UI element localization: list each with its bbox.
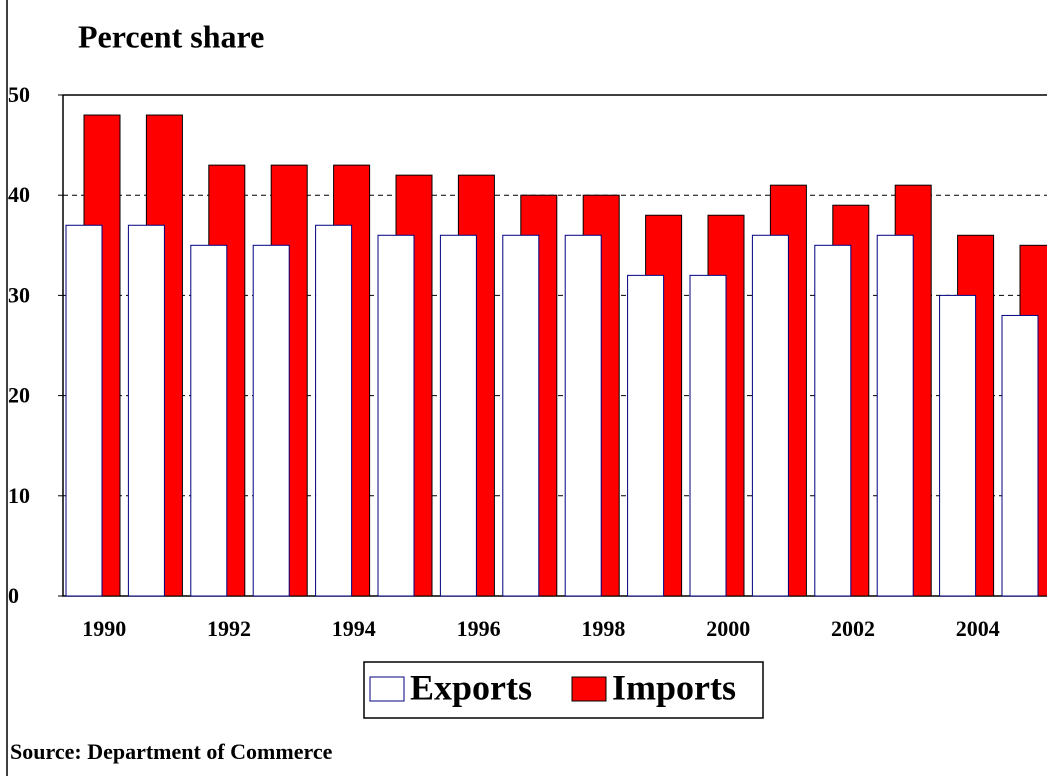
x-tick-label: 1996 (457, 616, 501, 641)
y-tick-label: 10 (8, 483, 30, 508)
plot-frame (62, 94, 1047, 597)
x-tick-label: 2002 (831, 616, 875, 641)
y-tick-label: 30 (8, 282, 30, 307)
x-tick-label: 1998 (581, 616, 625, 641)
bar (377, 234, 415, 597)
legend-label: Imports (612, 667, 736, 707)
x-tick-label: 2000 (706, 616, 750, 641)
bar (751, 234, 789, 597)
x-tick-label: 1994 (332, 616, 376, 641)
bar (814, 244, 852, 597)
legend-box (363, 661, 764, 719)
bar (190, 244, 228, 597)
legend-swatch (369, 676, 405, 702)
bar (127, 224, 165, 597)
bar (564, 234, 602, 597)
bar (627, 274, 665, 597)
legend: Exports Imports (363, 661, 764, 719)
y-tick-label: 40 (8, 182, 30, 207)
bar (876, 234, 914, 597)
legend-label: Exports (410, 667, 532, 707)
bar (502, 234, 540, 597)
bar (939, 294, 977, 597)
y-tick-label: 50 (8, 82, 30, 107)
bar (1001, 314, 1039, 597)
plot-area (58, 94, 1047, 597)
chart-border (6, 0, 8, 776)
source-note: Source: Department of Commerce (10, 739, 333, 764)
bar (439, 234, 477, 597)
y-tick-label: 0 (8, 583, 19, 608)
chart-title: Percent share (78, 18, 264, 54)
bar (252, 244, 290, 597)
bar (65, 224, 103, 597)
legend-swatch (571, 676, 607, 702)
x-tick-label: 1990 (82, 616, 126, 641)
x-tick-label: 2004 (956, 616, 1000, 641)
bar (315, 224, 353, 597)
bar (689, 274, 727, 597)
x-tick-label: 1992 (207, 616, 251, 641)
y-tick-label: 20 (8, 383, 30, 408)
